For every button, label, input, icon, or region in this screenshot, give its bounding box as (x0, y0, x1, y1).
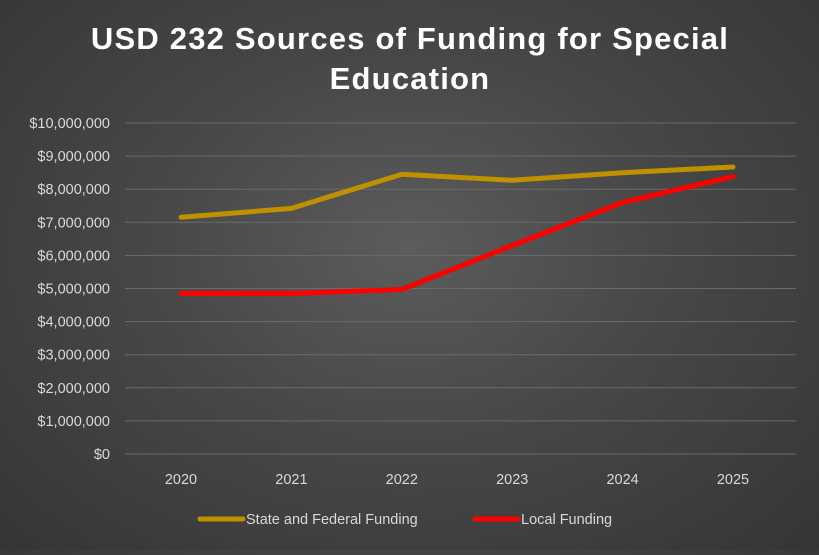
x-tick-label-2021: 2021 (275, 472, 307, 488)
y-tick-label-10: $10,000,000 (29, 116, 110, 132)
series-line-0 (178, 164, 736, 220)
legend-label-1: Local Funding (521, 512, 612, 528)
series-0-point-2020 (179, 215, 184, 220)
chart-title-line-1: USD 232 Sources of Funding for Special (91, 21, 729, 56)
gridlines (125, 122, 796, 455)
series-1-point-2020 (179, 291, 184, 296)
x-tick-label-2022: 2022 (386, 472, 418, 488)
y-tick-label-5: $5,000,000 (37, 282, 110, 298)
series-0-point-2021 (289, 206, 294, 211)
series-lines (178, 164, 736, 296)
legend: State and Federal Funding Local Funding (197, 512, 612, 528)
legend-label-0: State and Federal Funding (246, 512, 418, 528)
series-1-point-2023 (510, 243, 515, 248)
series-0-point-2024 (620, 170, 625, 175)
series-0-point-2022 (399, 172, 404, 177)
series-0-point-2023 (510, 178, 515, 183)
x-tick-label-2023: 2023 (496, 472, 528, 488)
series-1-point-2024 (620, 200, 625, 205)
chart-title-line-2: Education (330, 61, 491, 96)
y-tick-label-4: $4,000,000 (37, 315, 110, 331)
y-tick-label-2: $2,000,000 (37, 381, 110, 397)
y-tick-label-6: $6,000,000 (37, 248, 110, 264)
y-tick-label-0: $0 (94, 447, 110, 463)
y-tick-label-9: $9,000,000 (37, 149, 110, 165)
y-tick-label-3: $3,000,000 (37, 348, 110, 364)
y-tick-label-8: $8,000,000 (37, 182, 110, 198)
series-1-point-2025 (731, 174, 736, 179)
x-axis-ticks: 2020 2021 2022 2023 2024 2025 (165, 472, 749, 488)
series-1-point-2021 (289, 291, 294, 296)
y-tick-label-7: $7,000,000 (37, 215, 110, 231)
series-line-1 (178, 174, 736, 296)
series-1-point-2022 (399, 287, 404, 292)
x-tick-label-2020: 2020 (165, 472, 197, 488)
y-axis-ticks: $0 $1,000,000 $2,000,000 $3,000,000 $4,000,0… (29, 116, 110, 463)
x-tick-label-2025: 2025 (717, 472, 749, 488)
y-tick-label-1: $1,000,000 (37, 414, 110, 430)
series-0-point-2025 (731, 165, 736, 170)
x-tick-label-2024: 2024 (606, 472, 638, 488)
